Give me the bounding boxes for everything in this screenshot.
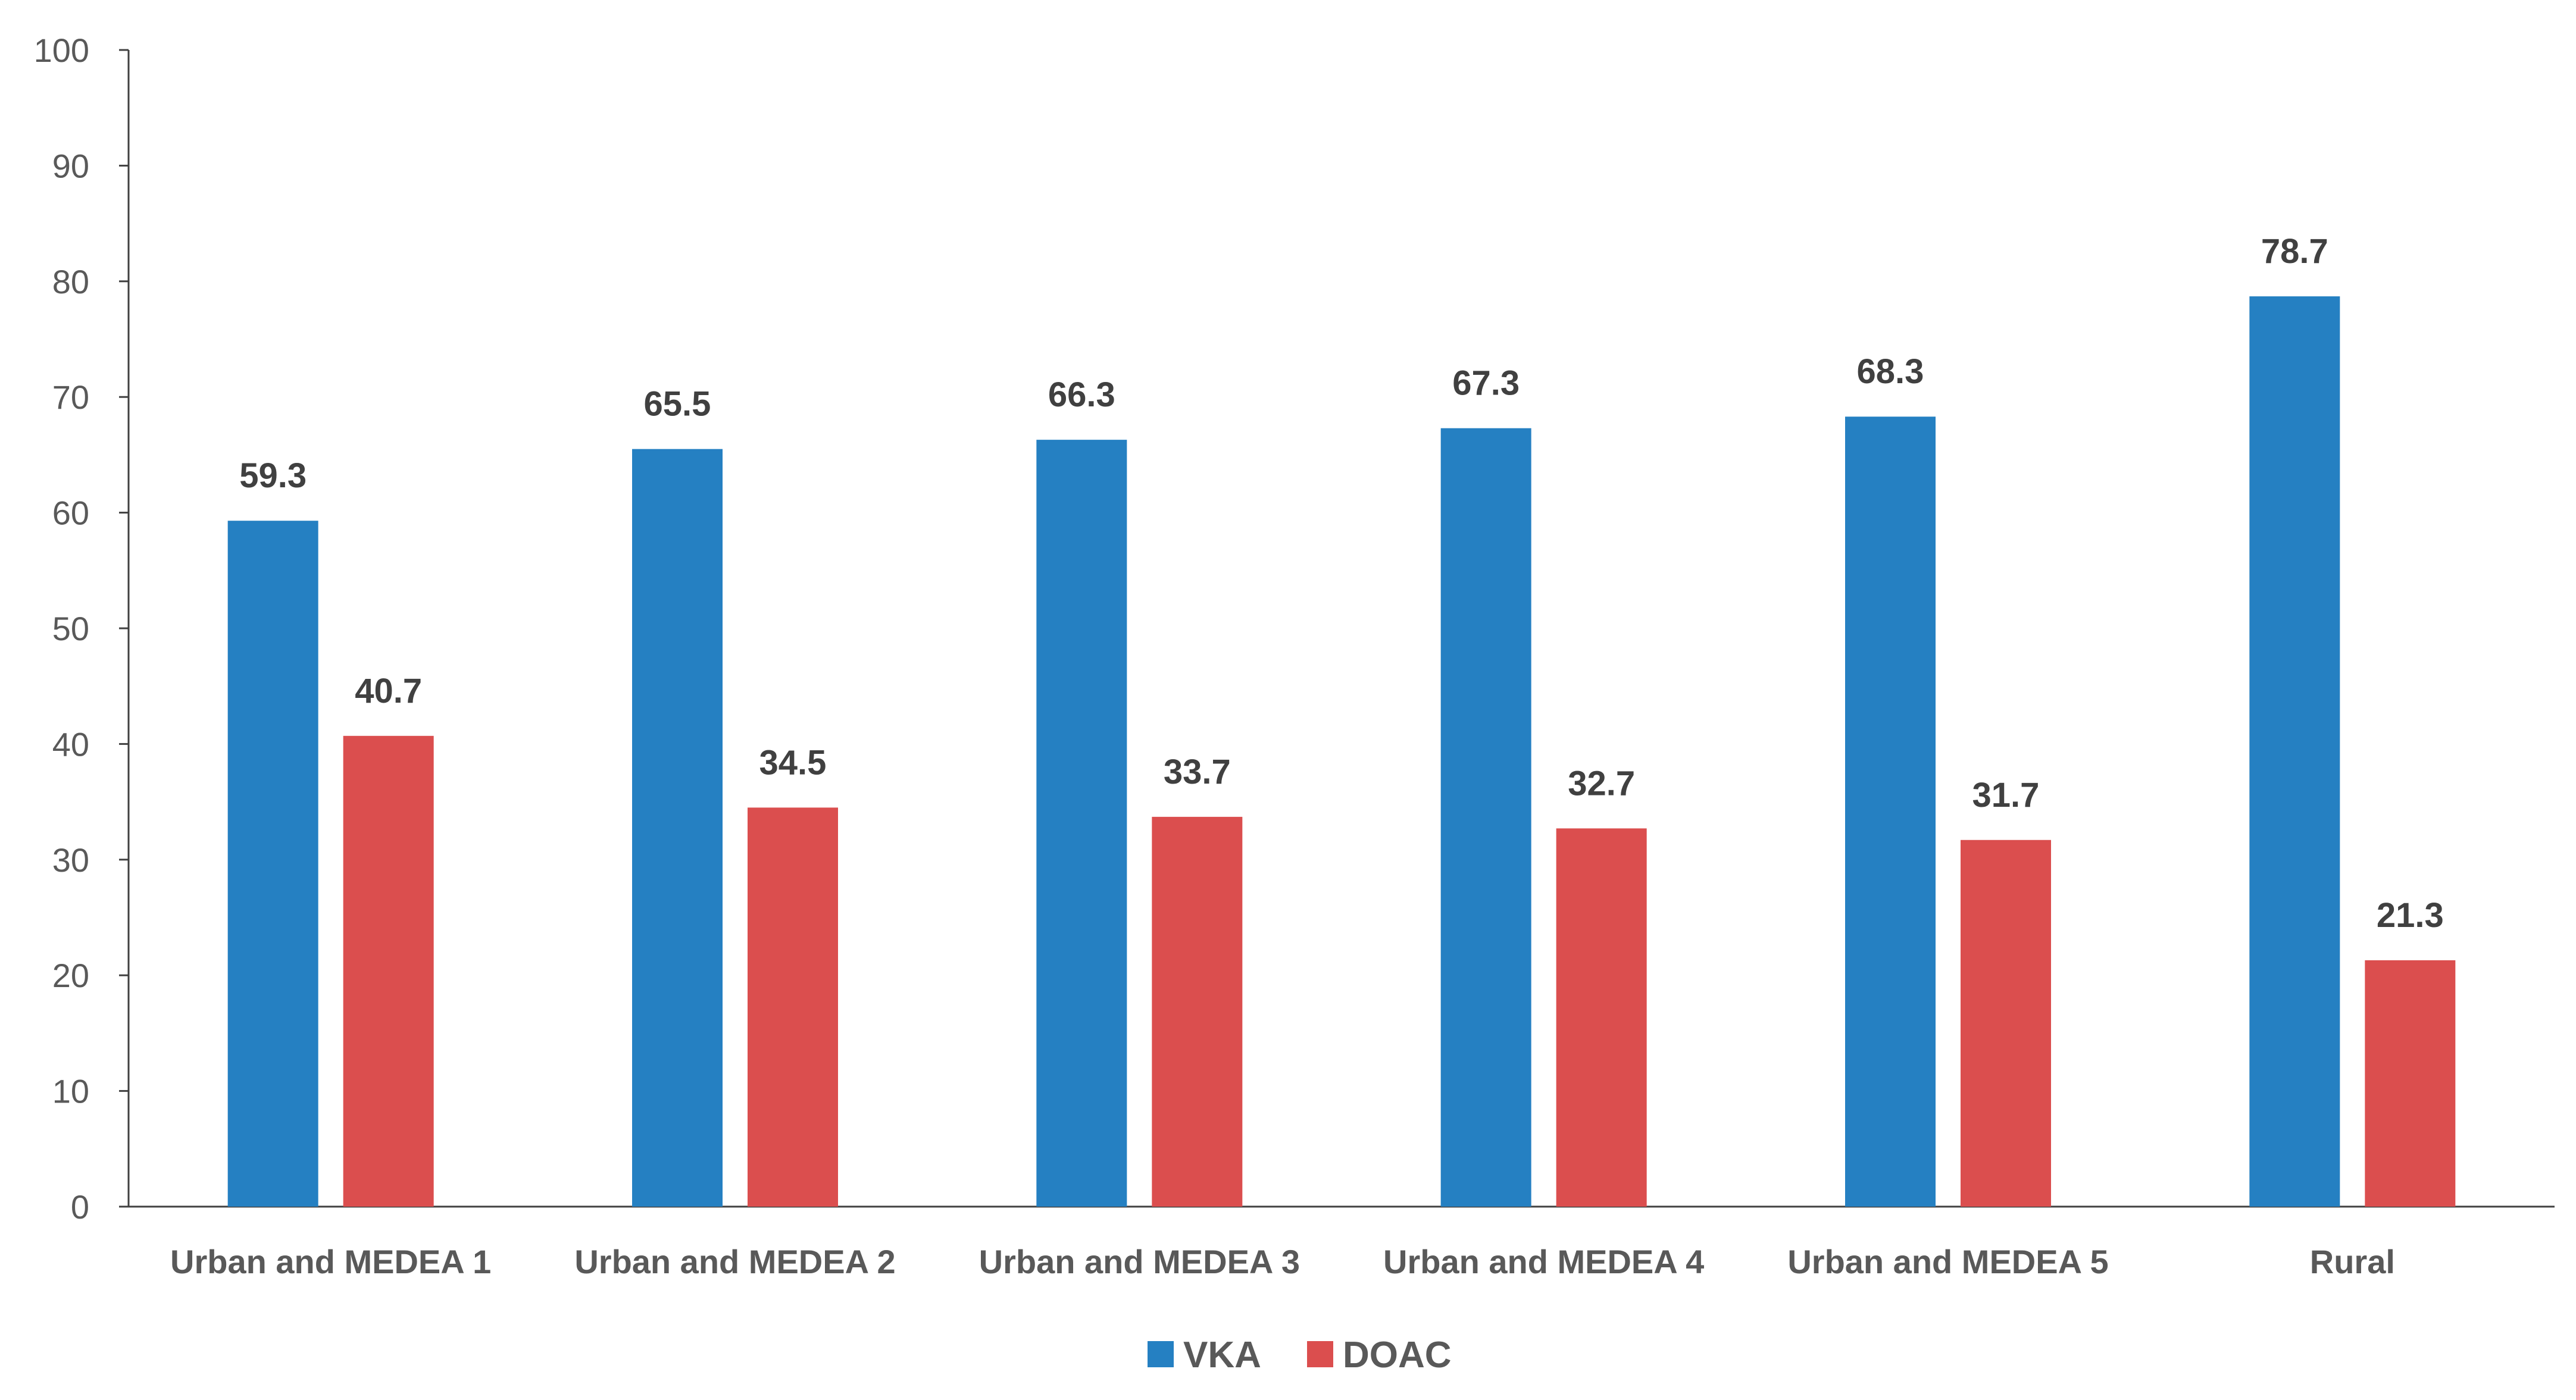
y-tick-label: 0	[71, 1188, 89, 1226]
y-tick-label: 70	[52, 378, 89, 416]
data-label-doac: 33.7	[1164, 753, 1231, 791]
data-label-vka: 65.5	[644, 385, 711, 424]
y-tick-label: 60	[52, 494, 89, 532]
bar-doac-5	[1961, 840, 2051, 1207]
bar-doac-3	[1152, 816, 1243, 1207]
legend: VKA DOAC	[1148, 1335, 1452, 1376]
data-label-doac: 31.7	[1972, 776, 2040, 815]
data-label-vka: 68.3	[1857, 352, 1924, 391]
y-tick-label: 10	[52, 1073, 89, 1110]
y-tick-label: 50	[52, 610, 89, 647]
data-label-vka: 59.3	[239, 456, 307, 495]
x-category-label: Rural	[2310, 1243, 2395, 1280]
bar-vka-4	[1440, 428, 1531, 1207]
bar-doac-6	[2365, 960, 2456, 1207]
bar-vka-2	[632, 449, 723, 1207]
y-tick-label: 100	[34, 32, 89, 69]
y-tick-label: 20	[52, 957, 89, 994]
legend-swatch-doac	[1307, 1341, 1333, 1367]
data-label-doac: 21.3	[2377, 896, 2444, 935]
legend-swatch-vka	[1148, 1341, 1174, 1367]
bar-vka-1	[227, 521, 318, 1207]
bar-doac-4	[1556, 828, 1647, 1207]
data-label-vka: 78.7	[2261, 232, 2328, 271]
bars	[227, 296, 2456, 1207]
data-labels: 59.3 40.7 65.5 34.5 66.3 33.7 67.3 32.7 68.3 31.7…	[239, 232, 2444, 935]
y-tick-label: 80	[52, 263, 89, 300]
data-label-doac: 32.7	[1568, 764, 1635, 803]
bar-doac-1	[343, 735, 434, 1207]
legend-label-doac: DOAC	[1343, 1335, 1452, 1376]
bar-doac-2	[748, 807, 838, 1207]
data-label-doac: 40.7	[355, 672, 422, 710]
y-tick-label: 40	[52, 725, 89, 763]
y-tick-label: 90	[52, 147, 89, 184]
x-category-label: Urban and MEDEA 1	[170, 1243, 491, 1280]
x-category-label: Urban and MEDEA 4	[1383, 1243, 1704, 1280]
data-label-doac: 34.5	[759, 743, 827, 782]
legend-label-vka: VKA	[1183, 1335, 1261, 1376]
y-tick-label: 30	[52, 841, 89, 879]
x-category-label: Urban and MEDEA 3	[979, 1243, 1300, 1280]
bar-vka-3	[1036, 440, 1127, 1207]
axes: 0 10 20 30 40 50 60 70 80 90 100 Urban and MEDEA 1 U…	[34, 32, 2555, 1280]
data-label-vka: 66.3	[1048, 375, 1115, 414]
x-category-label: Urban and MEDEA 2	[574, 1243, 895, 1280]
x-category-label: Urban and MEDEA 5	[1787, 1243, 2108, 1280]
data-label-vka: 67.3	[1452, 364, 1520, 403]
bar-vka-5	[1845, 416, 1936, 1207]
bar-vka-6	[2249, 296, 2340, 1207]
